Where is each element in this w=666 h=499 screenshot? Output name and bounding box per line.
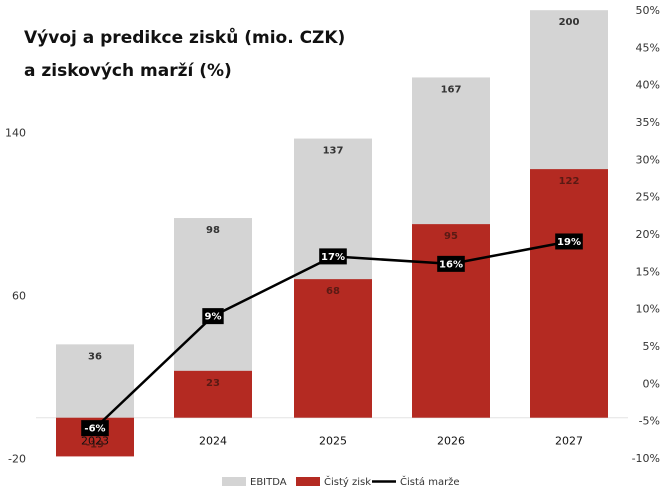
right-axis-tick-9: 35% <box>636 116 660 129</box>
right-axis-tick-4: 10% <box>636 303 660 316</box>
left-axis-tick-1: 60 <box>12 289 26 302</box>
margin-label-box-2026 <box>437 255 465 272</box>
category-label-2024: 2024 <box>199 435 227 448</box>
ebitda-label-2026: 167 <box>441 84 462 95</box>
net-profit-label-2026: 95 <box>444 231 458 242</box>
right-axis-tick-12: 50% <box>636 4 660 17</box>
margin-label-box-2027 <box>555 233 583 250</box>
legend-swatch-1 <box>296 477 320 486</box>
legend-label-2: Čistá marže <box>400 475 460 488</box>
legend-swatch-0 <box>222 477 246 486</box>
ebitda-bar-2023 <box>56 344 134 418</box>
ebitda-label-2025: 137 <box>323 146 344 157</box>
net-profit-bar-2027 <box>530 169 608 418</box>
left-axis-tick-2: 140 <box>5 126 26 139</box>
right-axis-tick-6: 20% <box>636 228 660 241</box>
left-axis-tick-0: -20 <box>8 452 26 465</box>
category-label-2023: 2023 <box>81 435 109 448</box>
right-axis-tick-7: 25% <box>636 191 660 204</box>
net-profit-label-2023: -19 <box>86 439 104 450</box>
right-axis-tick-0: -10% <box>632 452 660 465</box>
net-profit-bar-2026 <box>412 224 490 418</box>
net-profit-label-2025: 68 <box>326 286 340 297</box>
net-profit-bar-2025 <box>294 279 372 418</box>
legend-label-1: Čistý zisk <box>324 475 371 488</box>
category-label-2026: 2026 <box>437 435 465 448</box>
ebitda-label-2023: 36 <box>88 351 102 362</box>
right-axis: -10% -5% 0% 5% 10% 15% 20% 25% 30% 35% 40% 45% 50% <box>632 4 660 465</box>
chart-title-line-1: Vývoj a predikce zisků (mio. CZK) <box>24 28 346 48</box>
bars: 36 -19 98 23 137 68 167 95 200 122 <box>56 10 608 457</box>
ebitda-label-2024: 98 <box>206 225 220 236</box>
category-labels: 2023 2024 2025 2026 2027 <box>81 435 583 448</box>
net-profit-label-2027: 122 <box>559 176 580 187</box>
net-profit-label-2024: 23 <box>206 378 220 389</box>
net-profit-bar-2024 <box>174 370 252 418</box>
margin-label-box-2025 <box>319 248 347 265</box>
margin-line-series: -6% 9% 17% 16% 19% <box>81 233 583 437</box>
margin-label-2025: 17% <box>321 252 345 263</box>
right-axis-tick-8: 30% <box>636 153 660 166</box>
margin-label-box-2024 <box>202 308 224 325</box>
margin-label-box-2023 <box>81 420 109 437</box>
category-label-2025: 2025 <box>319 435 347 448</box>
margin-label-2023: -6% <box>84 424 105 435</box>
margin-label-2027: 19% <box>557 237 581 248</box>
right-axis-tick-10: 40% <box>636 79 660 92</box>
ebitda-label-2027: 200 <box>559 17 580 28</box>
category-label-2027: 2027 <box>555 435 583 448</box>
right-axis-tick-3: 5% <box>643 340 660 353</box>
right-axis-tick-1: -5% <box>639 415 660 428</box>
margin-label-2024: 9% <box>205 312 222 323</box>
legend: EBITDA Čistý zisk Čistá marže <box>222 475 460 488</box>
right-axis-tick-5: 15% <box>636 265 660 278</box>
chart-title: Vývoj a predikce zisků (mio. CZK) a zisk… <box>24 22 354 88</box>
right-axis-tick-2: 0% <box>643 377 660 390</box>
left-axis: -20 60 140 <box>5 126 26 465</box>
legend-label-0: EBITDA <box>250 477 287 488</box>
chart-title-line-2: a ziskových marží (%) <box>24 61 232 81</box>
margin-label-2026: 16% <box>439 259 463 270</box>
right-axis-tick-11: 45% <box>636 41 660 54</box>
